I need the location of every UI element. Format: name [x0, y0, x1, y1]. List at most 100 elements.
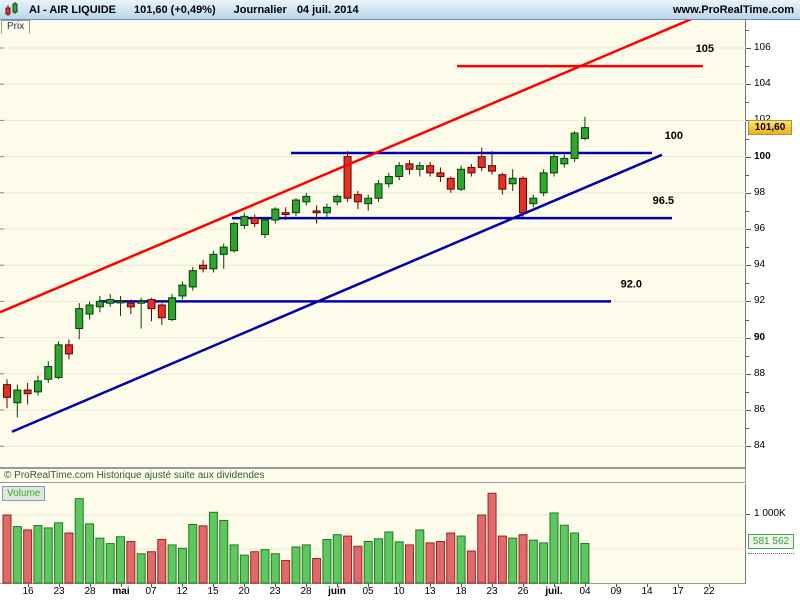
price-tick [746, 139, 749, 140]
price-tick [746, 374, 751, 375]
date-tick-label: 20 [238, 586, 250, 597]
price-tick [746, 229, 751, 230]
volume-chart-area[interactable]: Volume [0, 484, 746, 584]
price-tick [746, 175, 749, 176]
price-tick-label: 94 [754, 259, 766, 270]
price-chart-area[interactable]: 105 100 96.5 92.0 [0, 20, 746, 468]
date-axis[interactable]: 16 23 28 mai 07 12 15 20 23 28 juin 05 10 13 18 23 26 jui… [0, 584, 800, 600]
volume-axis: 1 000K 581 562 [746, 484, 800, 584]
date-tick [151, 584, 152, 587]
date-tick [647, 584, 648, 587]
price-tick [746, 410, 751, 411]
price-tick-label: 88 [754, 368, 766, 379]
price-tick [746, 392, 749, 393]
tab-prix[interactable]: Prix [1, 20, 31, 34]
volume-label-chip[interactable]: Volume [2, 486, 46, 501]
price-tick-label: 84 [754, 440, 766, 451]
date-tick [709, 584, 710, 587]
copyright-bar: © ProRealTime.com Historique ajusté suit… [0, 468, 746, 483]
price-tick-label: 102 [754, 114, 771, 125]
price-tick [746, 301, 751, 302]
price-tick [746, 428, 749, 429]
date-tick-label: 05 [362, 586, 374, 597]
candlestick-logo-icon [4, 2, 21, 17]
volume-chart-svg [0, 492, 746, 584]
date-tick [306, 584, 307, 587]
volume-axis-tick [746, 514, 750, 515]
price-axis[interactable]: 106 104 102 100 98 96 94 92 90 88 86 84 [746, 20, 800, 468]
last-price-change: 101,60 (+0,49%) [133, 3, 216, 16]
prorealtime-site-link[interactable]: www.ProRealTime.com [672, 3, 794, 16]
symbol-title: AI - AIR LIQUIDE [29, 3, 116, 16]
price-tick [746, 247, 749, 248]
date-tick [678, 584, 679, 587]
price-tick [746, 265, 751, 266]
price-tick-label: 98 [754, 187, 766, 198]
date-tick [182, 584, 183, 587]
date-tick [90, 584, 91, 587]
date-tick [554, 584, 555, 587]
price-tick [746, 30, 749, 31]
price-tick-label: 92 [754, 295, 766, 306]
svg-text:105: 105 [696, 43, 714, 55]
price-tick [746, 320, 749, 321]
date-tick-label: 28 [84, 586, 96, 597]
last-price-badge: 101,60 [748, 120, 792, 135]
price-tick-label: 106 [754, 42, 771, 53]
date-tick [430, 584, 431, 587]
price-tick [746, 48, 751, 49]
date-tick-label: 07 [145, 586, 157, 597]
price-tick [746, 356, 749, 357]
date-tick [244, 584, 245, 587]
price-tick-label: 90 [754, 332, 766, 343]
date-tick-label: 17 [672, 586, 684, 597]
date-tick [28, 584, 29, 587]
price-tick [746, 193, 751, 194]
price-tick [746, 102, 749, 103]
window-header: AI - AIR LIQUIDE 101,60 (+0,49%) Journal… [0, 0, 800, 20]
date-tick [585, 584, 586, 587]
date-tick [121, 584, 122, 587]
date-tick-label: 14 [641, 586, 653, 597]
date-tick-label: 18 [455, 586, 467, 597]
price-tick [746, 211, 749, 212]
date-tick [492, 584, 493, 587]
date-tick-label: 12 [176, 586, 188, 597]
price-tick [746, 66, 749, 67]
price-tick-label: 104 [754, 78, 771, 89]
date-tick [399, 584, 400, 587]
svg-text:96.5: 96.5 [653, 195, 674, 207]
date-tick [59, 584, 60, 587]
date-tick [616, 584, 617, 587]
date-tick-label: 23 [486, 586, 498, 597]
date-tick-label: 23 [269, 586, 281, 597]
current-volume-badge: 581 562 [748, 534, 794, 549]
date-tick [368, 584, 369, 587]
date-tick-label: 09 [610, 586, 622, 597]
price-tick [746, 446, 751, 447]
header-date: 04 juil. 2014 [296, 3, 359, 16]
date-tick-label: 13 [424, 586, 436, 597]
svg-text:100: 100 [665, 130, 683, 142]
date-tick-label: 16 [22, 586, 34, 597]
price-tick [746, 338, 751, 339]
timeframe-label: Journalier [233, 3, 287, 16]
price-tick-label: 96 [754, 223, 766, 234]
date-tick-label: 23 [53, 586, 65, 597]
date-tick-label: juin [328, 586, 346, 597]
date-tick [275, 584, 276, 587]
date-tick-label: 15 [207, 586, 219, 597]
price-tick [746, 283, 749, 284]
date-tick-label: 28 [300, 586, 312, 597]
price-chart-svg: 105 100 96.5 92.0 [0, 20, 746, 447]
date-tick [523, 584, 524, 587]
date-tick-label: mai [112, 586, 130, 597]
current-volume-dotted-line [748, 553, 794, 554]
date-tick [461, 584, 462, 587]
date-tick-label: juil. [545, 586, 563, 597]
price-tick [746, 84, 751, 85]
price-tick [746, 157, 751, 158]
volume-axis-label: 1 000K [754, 508, 786, 519]
date-tick-label: 22 [703, 586, 715, 597]
